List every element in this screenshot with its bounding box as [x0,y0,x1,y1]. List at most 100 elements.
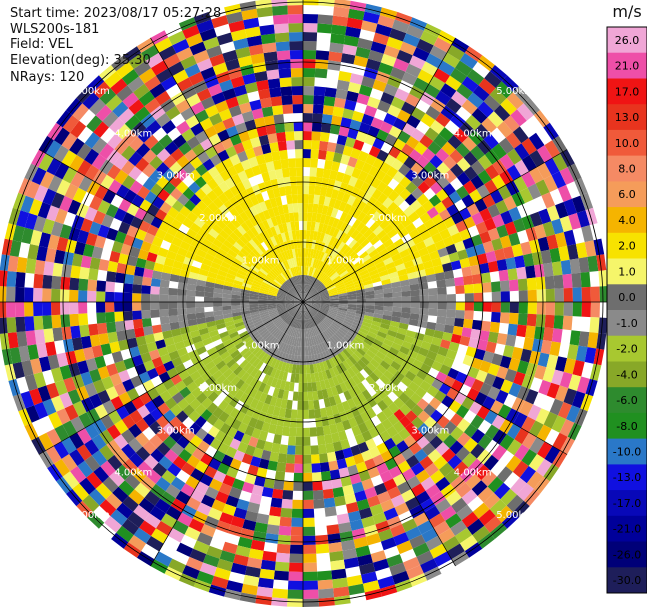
velocity-gate [286,326,292,335]
velocity-gate [230,29,247,42]
velocity-gate [319,186,328,197]
velocity-gate [224,3,242,16]
velocity-gate [413,512,429,527]
velocity-gate [198,211,210,223]
velocity-gate [91,246,104,259]
velocity-gate [131,121,147,137]
velocity-gate [279,516,292,527]
velocity-gate [275,41,290,52]
velocity-gate [361,450,373,462]
velocity-gate [563,229,576,246]
velocity-gate [268,423,277,434]
velocity-gate [328,216,336,227]
velocity-gate [317,23,333,34]
velocity-gate [521,138,537,155]
velocity-gate [239,0,257,12]
velocity-gate [461,266,472,277]
velocity-gate [182,565,200,580]
velocity-gate [332,15,349,27]
velocity-gate [242,350,253,360]
velocity-gate [52,327,63,342]
velocity-gate [226,273,236,280]
velocity-gate [113,434,129,450]
velocity-gate [255,360,264,370]
velocity-gate [186,496,201,511]
velocity-gate [417,422,431,436]
colorbar-tick-label: -30.0 [613,574,641,587]
velocity-gate [396,540,413,555]
velocity-gate [228,396,240,408]
velocity-gate [273,339,281,349]
velocity-gate [133,83,150,100]
velocity-gate [260,313,270,319]
velocity-gate [106,439,122,455]
velocity-gate [277,308,287,313]
velocity-gate [315,269,321,279]
colorbar-swatch [607,52,647,79]
velocity-gate [299,239,303,249]
velocity-gate [146,251,158,263]
velocity-gate [259,309,269,314]
velocity-gate [123,283,133,294]
velocity-gate [345,248,354,258]
velocity-gate [319,261,326,271]
velocity-gate [467,92,484,108]
velocity-gate [213,384,225,396]
velocity-gate [62,115,80,133]
velocity-gate [248,436,259,448]
velocity-gate [230,261,241,270]
velocity-gate [300,346,303,356]
velocity-gate [297,275,301,285]
velocity-gate [319,462,330,473]
velocity-gate [477,532,495,549]
velocity-gate [191,205,203,217]
velocity-gate [342,275,352,282]
velocity-gate [499,169,514,185]
velocity-gate [105,203,119,218]
velocity-gate [220,351,231,361]
velocity-gate [218,108,232,122]
velocity-gate [312,302,321,304]
velocity-gate [290,318,296,327]
velocity-gate [219,512,234,525]
velocity-gate [455,404,470,419]
velocity-gate [393,183,406,195]
velocity-gate [314,335,320,345]
velocity-gate [506,494,524,512]
velocity-gate [255,192,265,204]
velocity-gate [325,350,332,360]
velocity-gate [316,324,323,334]
velocity-gate [231,298,241,302]
velocity-gate [168,528,185,543]
velocity-gate [121,429,136,444]
velocity-gate [360,272,371,280]
velocity-gate [258,292,268,297]
velocity-gate [175,99,191,114]
velocity-gate [230,76,245,88]
velocity-gate [315,534,329,545]
velocity-gate [132,310,142,320]
velocity-gate [455,60,473,77]
velocity-gate [132,275,143,286]
velocity-gate [258,299,267,302]
velocity-gate [307,391,314,401]
velocity-gate [303,355,307,365]
velocity-gate [337,430,348,442]
velocity-gate [24,374,38,391]
velocity-gate [276,320,284,328]
velocity-gate [141,310,151,319]
velocity-gate [290,277,296,286]
velocity-gate [300,248,303,258]
velocity-gate [249,309,259,314]
velocity-gate [270,96,283,107]
velocity-gate [196,345,207,356]
velocity-gate [99,429,114,445]
velocity-gate [370,41,387,54]
velocity-gate [347,290,357,295]
velocity-gate [301,311,303,320]
velocity-gate [440,483,456,499]
velocity-gate [91,434,107,451]
velocity-gate [462,452,477,468]
velocity-gate [217,462,230,475]
velocity-gate [224,177,236,189]
